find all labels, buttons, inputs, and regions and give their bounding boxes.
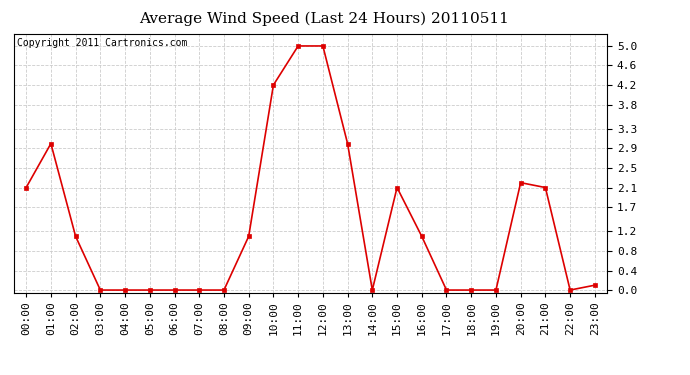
- Text: Copyright 2011 Cartronics.com: Copyright 2011 Cartronics.com: [17, 38, 187, 48]
- Text: Average Wind Speed (Last 24 Hours) 20110511: Average Wind Speed (Last 24 Hours) 20110…: [139, 11, 509, 26]
